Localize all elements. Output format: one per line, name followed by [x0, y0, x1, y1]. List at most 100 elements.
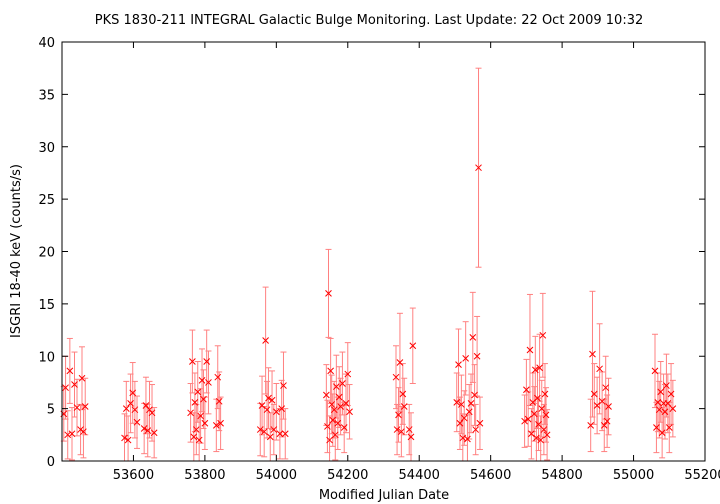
data-point [528, 430, 535, 438]
data-point [589, 350, 596, 358]
data-point [542, 411, 550, 419]
error-bars [60, 67, 676, 461]
data-point [455, 361, 462, 368]
x-tick-label: 54400 [399, 468, 440, 483]
data-point [536, 364, 543, 372]
data-point [329, 416, 337, 424]
data-point [393, 426, 401, 433]
data-point [133, 418, 141, 426]
data-point [342, 400, 350, 407]
data-point [201, 419, 209, 427]
data-point [534, 394, 541, 402]
data-point [276, 430, 284, 438]
data-point [531, 366, 539, 374]
data-point [324, 423, 331, 430]
data-point [325, 290, 332, 297]
data-point [281, 430, 289, 438]
data-point [409, 342, 417, 350]
data-point [197, 412, 204, 420]
data-point [524, 415, 532, 423]
data-point [148, 409, 156, 417]
data-point [77, 426, 84, 433]
data-point [407, 433, 415, 441]
data-point [587, 422, 595, 429]
data-point [590, 390, 598, 398]
data-point [62, 384, 69, 392]
plot-frame [61, 41, 706, 462]
y-tick-label: 35 [38, 88, 55, 103]
chart-title: PKS 1830-211 INTEGRAL Galactic Bulge Mon… [95, 13, 644, 28]
data-point [540, 426, 548, 433]
data-point [462, 354, 470, 362]
data-point [538, 405, 546, 412]
y-tick-label: 15 [38, 298, 55, 313]
data-point [471, 391, 478, 399]
y-axis-label: ISGRI 18-40 keV (counts/s) [9, 164, 24, 338]
data-point [665, 424, 673, 431]
data-point [331, 431, 339, 439]
data-point [68, 430, 76, 438]
data-point [655, 406, 663, 414]
data-point [523, 386, 530, 394]
data-point [195, 436, 203, 444]
data-point [212, 422, 220, 429]
y-tick-label: 0 [47, 455, 55, 470]
data-point [268, 396, 276, 404]
data-point [266, 433, 274, 441]
data-point [396, 359, 404, 366]
x-tick-label: 55000 [613, 468, 654, 483]
data-point [330, 406, 338, 414]
y-tick-label: 5 [47, 403, 55, 418]
y-tick-label: 25 [38, 193, 55, 208]
data-point [476, 419, 484, 427]
data-point [256, 426, 264, 433]
data-point [121, 434, 128, 442]
data-point [187, 409, 194, 417]
data-point [131, 406, 139, 414]
data-point [654, 398, 662, 406]
data-point [205, 379, 212, 386]
data-point [530, 410, 538, 418]
data-point [263, 406, 271, 414]
data-point [140, 425, 148, 432]
data-point [602, 384, 610, 392]
data-point [521, 417, 528, 425]
data-point [215, 397, 223, 405]
data-point [78, 374, 86, 382]
data-point [469, 334, 477, 341]
data-point [326, 436, 333, 444]
data-point [453, 398, 461, 406]
data-point [603, 417, 611, 425]
data-point [460, 414, 468, 422]
data-point [405, 426, 413, 433]
x-tick-label: 54600 [470, 468, 511, 483]
data-point [194, 388, 202, 396]
data-point [272, 408, 280, 416]
data-point [657, 388, 665, 396]
x-tick-label: 55200 [684, 468, 720, 483]
data-point [598, 397, 606, 405]
data-point [664, 400, 672, 407]
data-point [189, 358, 196, 365]
data-point [533, 434, 540, 442]
data-point [214, 373, 222, 381]
y-tick-label: 30 [38, 141, 55, 156]
data-point [124, 436, 132, 444]
data-point [258, 402, 266, 409]
data-point [203, 358, 211, 365]
x-tick-label: 54800 [541, 468, 582, 483]
data-point [398, 428, 405, 436]
data-point [344, 370, 352, 378]
x-tick-label: 54000 [256, 468, 297, 483]
x-tick-label: 53800 [184, 468, 225, 483]
data-point [198, 376, 206, 384]
data-point [458, 401, 465, 408]
data-point [71, 381, 78, 388]
data-point [334, 419, 342, 427]
data-point [66, 367, 74, 375]
x-axis-label: Modified Julian Date [319, 488, 449, 503]
data-point [80, 428, 87, 436]
data-point [667, 390, 675, 398]
data-point [651, 367, 659, 375]
